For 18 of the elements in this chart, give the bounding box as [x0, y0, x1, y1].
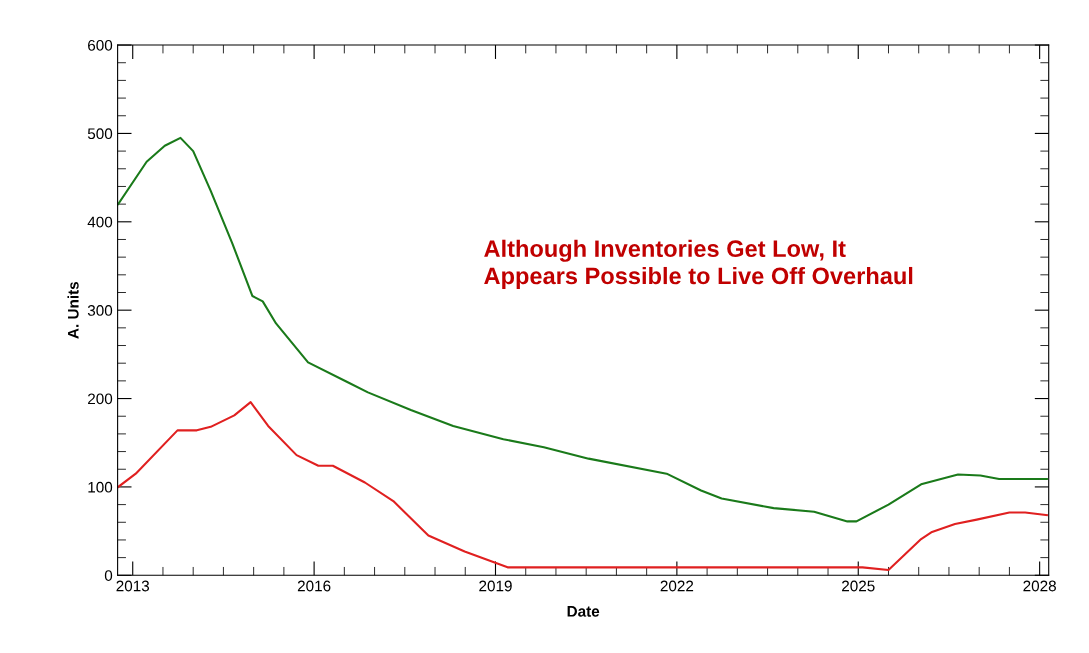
- x-tick-label: 2013: [116, 580, 150, 592]
- line-series: [117, 401, 1048, 572]
- y-tick-label: 500: [87, 128, 113, 140]
- y-tick-label: 200: [88, 393, 113, 405]
- x-tick-label: 2028: [1023, 580, 1056, 592]
- x-tick-label: 2025: [842, 580, 875, 592]
- y-tick-label: 300: [87, 305, 113, 316]
- annotation: Although Inventories Get Low, It Appears Possible to Live Off Overhaul: [484, 239, 913, 289]
- y-tick-label: 600: [88, 39, 113, 51]
- x-tick-label: 2019: [479, 580, 512, 592]
- y-tick-label: 0: [104, 570, 113, 581]
- x-tick-label: 2022: [660, 580, 694, 592]
- y-tick-label: 400: [87, 216, 113, 228]
- x-axis-title: Date: [567, 606, 600, 617]
- line-series: [117, 136, 1048, 523]
- x-tick-label: 2016: [297, 580, 331, 592]
- y-tick-label: 100: [88, 481, 113, 493]
- y-axis-title: A. Units: [67, 281, 79, 339]
